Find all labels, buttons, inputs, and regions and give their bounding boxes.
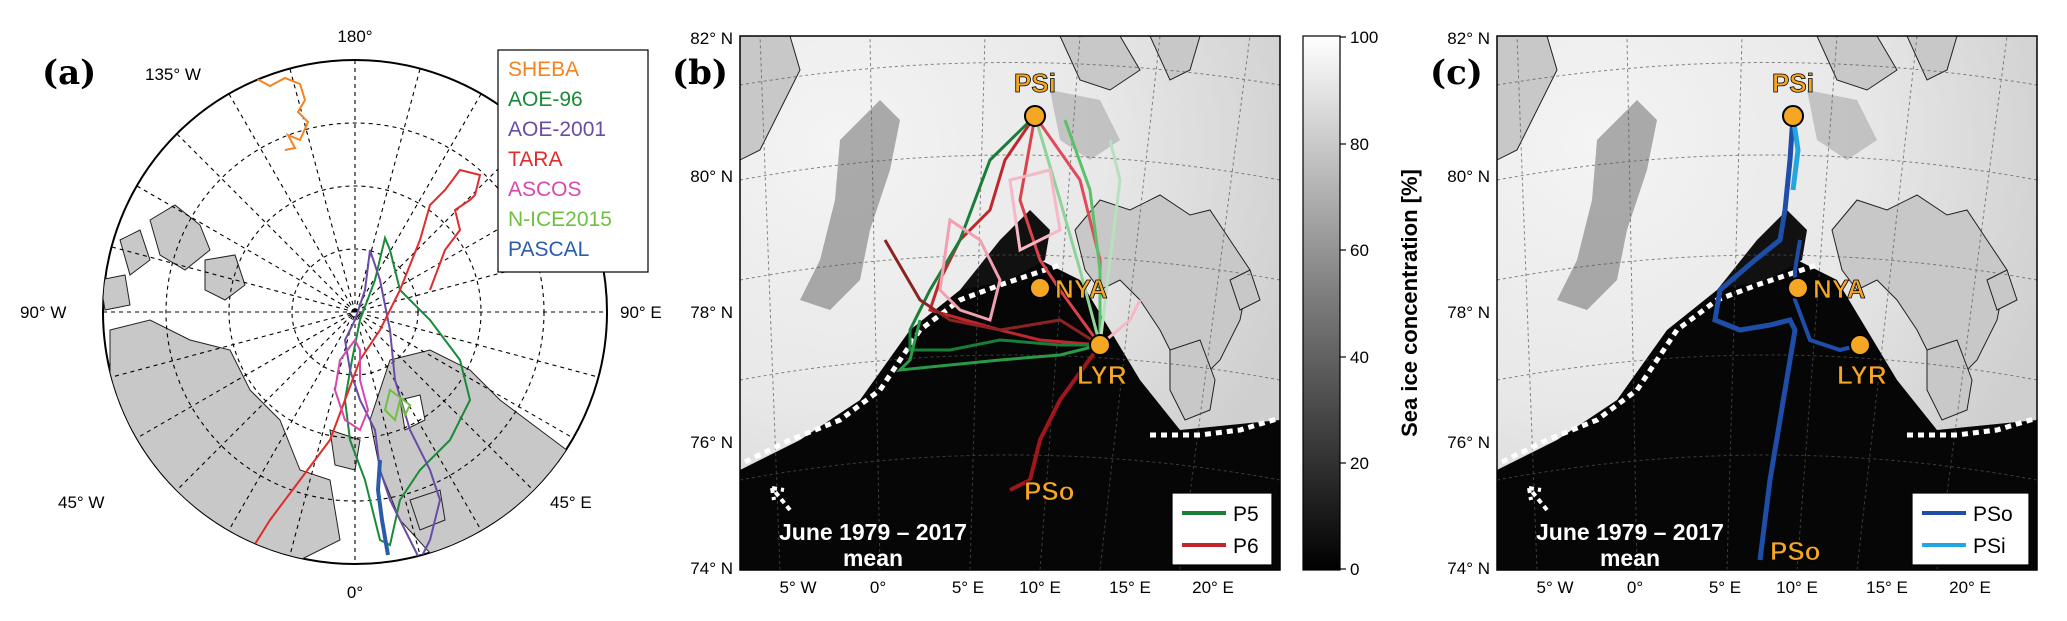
mean-label-line-1: June 1979 – 2017 bbox=[1536, 519, 1724, 545]
colorbar-gradient bbox=[1302, 35, 1341, 571]
polar-tracks bbox=[229, 76, 482, 563]
colorbar-tick-20: 20 bbox=[1350, 454, 1369, 473]
panel-b-frame bbox=[739, 35, 1281, 571]
legend-p5-label: P5 bbox=[1233, 503, 1259, 526]
panel-b-lon-5w: 5° W bbox=[779, 578, 816, 597]
panel-b: (b) bbox=[672, 29, 1281, 597]
panel-c-lat-80: 80° N bbox=[1447, 167, 1490, 186]
mean-line-arrow bbox=[1527, 486, 1549, 512]
site-nya-marker bbox=[1787, 277, 1809, 299]
site-nya-label: NYA bbox=[1055, 274, 1108, 304]
colorbar-tick-60: 60 bbox=[1350, 241, 1369, 260]
legend-psi-label: PSi bbox=[1973, 535, 2006, 558]
site-psi-marker bbox=[1782, 105, 1804, 127]
site-psi-marker bbox=[1024, 105, 1046, 127]
panel-c-lon-5w: 5° W bbox=[1536, 578, 1573, 597]
lon-label-180: 180° bbox=[337, 27, 372, 46]
legend-aoe2001: AOE-2001 bbox=[508, 118, 606, 141]
colorbar: 100 80 60 40 20 0 Sea ice concentration … bbox=[1302, 28, 1422, 579]
pso-label: PSo bbox=[1770, 536, 1821, 566]
lon-label-135w: 135° W bbox=[145, 65, 201, 84]
panel-c-lon-15e: 15° E bbox=[1866, 578, 1908, 597]
lon-label-45e: 45° E bbox=[550, 493, 592, 512]
mean-label-line-2: mean bbox=[1600, 545, 1660, 571]
panel-c-sites: PSi NYA LYR PSo bbox=[1770, 68, 1888, 567]
site-lyr-marker bbox=[1089, 334, 1111, 356]
panel-c-lon-5e: 5° E bbox=[1709, 578, 1741, 597]
panel-c-legend: PSo PSi bbox=[1911, 492, 2030, 566]
mean-line-arrow bbox=[770, 486, 792, 512]
track-aoe96 bbox=[343, 234, 472, 547]
legend-nice2015: N-ICE2015 bbox=[508, 208, 612, 231]
mean-label-line-1: June 1979 – 2017 bbox=[779, 519, 967, 545]
pso-label: PSo bbox=[1024, 476, 1075, 506]
lon-label-0: 0° bbox=[347, 583, 363, 602]
panel-b-legend: P5 P6 bbox=[1171, 492, 1273, 566]
panel-b-lat-78: 78° N bbox=[690, 303, 733, 322]
panel-b-lon-15e: 15° E bbox=[1109, 578, 1151, 597]
legend-pascal: PASCAL bbox=[508, 238, 589, 261]
colorbar-tick-40: 40 bbox=[1350, 348, 1369, 367]
track-nice2015 bbox=[383, 388, 412, 422]
track-aoe2001 bbox=[343, 249, 442, 563]
panel-a-label: (a) bbox=[42, 53, 96, 93]
flight-tracks-c bbox=[1712, 115, 1861, 561]
lon-label-45w: 45° W bbox=[58, 493, 104, 512]
track-tara bbox=[244, 168, 482, 561]
panel-a-legend: SHEBA AOE-96 AOE-2001 TARA ASCOS N-ICE20… bbox=[497, 49, 649, 273]
panel-b-lat-82: 82° N bbox=[690, 29, 733, 48]
panel-a: (a) bbox=[20, 27, 662, 602]
panel-c-map bbox=[1497, 36, 2037, 570]
colorbar-tick-0: 0 bbox=[1350, 560, 1359, 579]
panel-c-lat-74: 74° N bbox=[1447, 559, 1490, 578]
panel-c-lat-76: 76° N bbox=[1447, 433, 1490, 452]
flight-tracks-b bbox=[883, 114, 1142, 492]
legend-box bbox=[497, 49, 649, 273]
panel-b-lat-76: 76° N bbox=[690, 433, 733, 452]
panel-c-lat-78: 78° N bbox=[1447, 303, 1490, 322]
site-nya-marker bbox=[1029, 277, 1051, 299]
panel-b-lon-20e: 20° E bbox=[1192, 578, 1234, 597]
legend-box bbox=[1911, 492, 2030, 566]
panel-b-lon-5e: 5° E bbox=[952, 578, 984, 597]
panel-c-lon-10e: 10° E bbox=[1776, 578, 1818, 597]
colorbar-tick-100: 100 bbox=[1350, 28, 1378, 47]
site-lyr-label: LYR bbox=[1077, 360, 1127, 390]
panel-c-lon-0: 0° bbox=[1627, 578, 1643, 597]
site-nya-label: NYA bbox=[1813, 274, 1866, 304]
legend-pso-label: PSo bbox=[1973, 503, 2013, 526]
panel-c-lat-82: 82° N bbox=[1447, 29, 1490, 48]
lon-label-90e: 90° E bbox=[620, 303, 662, 322]
panel-b-label: (b) bbox=[672, 53, 728, 93]
legend-ascos: ASCOS bbox=[508, 178, 582, 201]
panel-c-frame bbox=[1496, 35, 2038, 571]
legend-sheba: SHEBA bbox=[508, 58, 579, 81]
site-psi-label: PSi bbox=[1014, 68, 1056, 98]
site-lyr-marker bbox=[1849, 334, 1871, 356]
panel-b-lat-80: 80° N bbox=[690, 167, 733, 186]
site-psi-label: PSi bbox=[1772, 68, 1814, 98]
mean-label-line-2: mean bbox=[843, 545, 903, 571]
panel-b-lon-0: 0° bbox=[870, 578, 886, 597]
site-lyr-label: LYR bbox=[1837, 360, 1887, 390]
colorbar-tick-80: 80 bbox=[1350, 135, 1369, 154]
legend-p6-label: P6 bbox=[1233, 535, 1259, 558]
panel-c: (c) bbox=[1430, 29, 2038, 597]
panel-c-lon-20e: 20° E bbox=[1949, 578, 1991, 597]
panel-b-lon-10e: 10° E bbox=[1019, 578, 1061, 597]
panel-b-lat-74: 74° N bbox=[690, 559, 733, 578]
legend-box bbox=[1171, 492, 1273, 566]
legend-tara: TARA bbox=[508, 148, 562, 171]
panel-c-label: (c) bbox=[1430, 53, 1483, 93]
colorbar-title: Sea ice concentration [%] bbox=[1397, 169, 1422, 437]
lon-label-90w: 90° W bbox=[20, 303, 66, 322]
track-ascos bbox=[333, 338, 370, 432]
panel-b-map bbox=[740, 36, 1280, 570]
track-pascal bbox=[375, 459, 390, 556]
legend-aoe96: AOE-96 bbox=[508, 88, 583, 111]
panel-b-sites: PSi NYA LYR PSo bbox=[1014, 68, 1128, 507]
ice-edge-mean-line bbox=[743, 262, 1061, 465]
